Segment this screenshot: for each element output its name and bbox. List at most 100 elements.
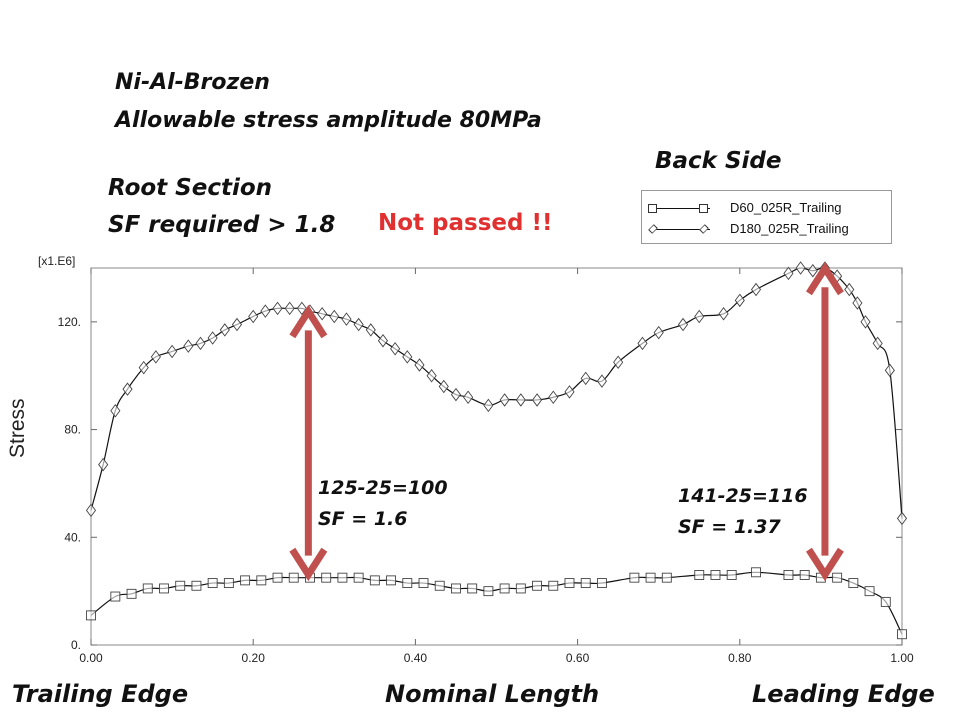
data-point-diamond: [852, 296, 863, 310]
data-point-diamond: [515, 393, 526, 407]
data-point-diamond: [341, 312, 352, 326]
data-point-square: [483, 586, 494, 597]
data-point-diamond: [284, 301, 295, 316]
x-tick-label: 0.00: [79, 651, 103, 665]
data-point-square: [191, 580, 202, 591]
data-point-square: [159, 583, 169, 594]
data-point-diamond: [896, 511, 908, 526]
data-point-diamond: [138, 360, 149, 375]
data-point-square: [272, 572, 283, 583]
y-axis-label: Stress: [6, 398, 29, 458]
legend-label: D180_025R_Trailing: [730, 221, 849, 236]
diamond-marker-icon: [699, 224, 709, 234]
data-point-square: [580, 578, 591, 589]
square-marker-icon: [648, 204, 657, 213]
data-point-square: [629, 572, 640, 583]
data-point-square: [110, 591, 121, 602]
data-point-diamond: [564, 385, 575, 399]
series-line-2: [90, 267, 903, 519]
x-tick-label: 1.00: [890, 651, 914, 665]
data-point-square: [751, 567, 761, 578]
data-point-square: [848, 578, 859, 589]
data-point-square: [499, 583, 510, 594]
arrow-2-head-down: [806, 547, 844, 582]
sf-required-text: SF required > 1.8: [108, 212, 336, 238]
y-tick-label: 0.: [71, 638, 81, 652]
data-point-square: [207, 578, 218, 589]
data-point-square: [710, 570, 721, 580]
data-point-diamond: [98, 457, 109, 472]
data-point-square: [223, 578, 234, 589]
data-point-diamond: [317, 307, 328, 321]
arrow-2-head-up: [806, 261, 844, 296]
data-point-diamond: [377, 333, 389, 348]
data-point-diamond: [426, 368, 437, 383]
data-point-diamond: [807, 263, 818, 278]
trailing-edge-label: Trailing Edge: [12, 680, 189, 708]
data-point-diamond: [463, 390, 474, 405]
data-point-diamond: [483, 398, 494, 413]
material-title: Ni-Al-Brozen: [115, 70, 270, 95]
data-point-square: [832, 572, 843, 583]
data-point-diamond: [450, 387, 462, 402]
allowable-stress-text: Allowable stress amplitude 80MPa: [115, 108, 542, 133]
data-point-diamond: [365, 323, 376, 337]
data-point-diamond: [872, 336, 883, 351]
data-point-diamond: [499, 393, 510, 407]
data-point-diamond: [844, 282, 855, 297]
data-point-diamond: [110, 403, 121, 418]
data-point-diamond: [613, 355, 624, 369]
annotation-1-sf: SF = 1.6: [318, 508, 408, 530]
data-point-diamond: [694, 309, 705, 324]
plot-frame: [90, 267, 903, 646]
data-point-diamond: [718, 307, 729, 321]
data-point-square: [337, 572, 348, 583]
data-point-diamond: [677, 317, 689, 332]
data-point-diamond: [860, 315, 871, 329]
data-point-square: [402, 578, 413, 589]
data-point-diamond: [653, 325, 664, 340]
data-point-square: [256, 575, 267, 586]
data-point-square: [369, 575, 380, 586]
data-point-diamond: [122, 382, 133, 396]
data-point-diamond: [531, 393, 543, 407]
data-point-diamond: [248, 309, 259, 324]
data-point-square: [880, 596, 891, 607]
x-tick-label: 0.60: [566, 651, 590, 665]
arrow-1-head-down: [289, 547, 328, 582]
diamond-marker-icon: [648, 224, 658, 234]
side-title: Back Side: [655, 148, 782, 174]
y-tick-label: 80.: [64, 423, 81, 437]
data-point-square: [564, 578, 575, 589]
data-point-square: [240, 575, 251, 586]
nominal-length-label: Nominal Length: [385, 680, 600, 708]
x-tick-label: 0.80: [728, 651, 752, 665]
annotation-1-difference: 125-25=100: [318, 477, 448, 499]
data-point-square: [126, 588, 137, 599]
data-point-diamond: [183, 339, 194, 353]
data-point-diamond: [260, 304, 271, 318]
data-point-diamond: [207, 331, 218, 345]
section-title: Root Section: [108, 175, 273, 201]
data-point-diamond: [219, 323, 230, 337]
x-tick-label: 0.20: [242, 651, 266, 665]
data-point-diamond: [734, 293, 745, 308]
data-point-square: [864, 586, 875, 597]
data-point-square: [515, 583, 526, 594]
data-point-square: [451, 583, 461, 594]
data-point-diamond: [272, 301, 283, 316]
data-point-square: [418, 578, 429, 589]
data-point-diamond: [231, 317, 243, 332]
legend-entry-d180: D180_025R_Trailing: [642, 219, 891, 239]
annotation-2-sf: SF = 1.37: [678, 516, 781, 538]
data-point-diamond: [750, 282, 762, 297]
data-point-diamond: [402, 350, 413, 364]
square-marker-icon: [699, 204, 708, 213]
data-point-diamond: [150, 350, 161, 364]
data-point-square: [175, 580, 186, 591]
data-point-diamond: [438, 379, 449, 394]
legend-entry-d60: D60_025R_Trailing: [642, 198, 891, 218]
data-point-square: [799, 570, 810, 580]
y-axis-multiplier: [x1.E6]: [38, 254, 76, 268]
